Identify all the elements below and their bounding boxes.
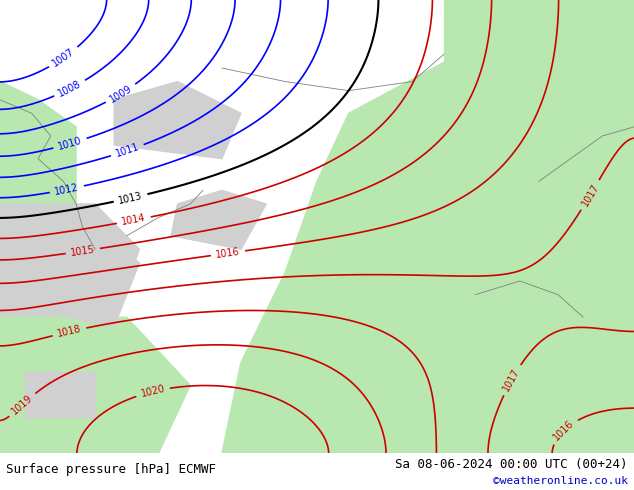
Text: 1010: 1010 <box>57 135 83 152</box>
Text: Sa 08-06-2024 00:00 UTC (00+24): Sa 08-06-2024 00:00 UTC (00+24) <box>395 458 628 471</box>
Text: 1011: 1011 <box>114 142 141 159</box>
Text: 1019: 1019 <box>10 393 35 417</box>
Text: 1007: 1007 <box>51 47 77 69</box>
Text: 1017: 1017 <box>501 367 522 393</box>
Polygon shape <box>0 82 76 204</box>
Text: 1012: 1012 <box>54 182 80 196</box>
Polygon shape <box>444 0 634 68</box>
Text: 1013: 1013 <box>117 191 144 206</box>
Polygon shape <box>19 218 139 326</box>
Text: Surface pressure [hPa] ECMWF: Surface pressure [hPa] ECMWF <box>6 463 216 476</box>
Polygon shape <box>222 46 634 453</box>
Text: 1014: 1014 <box>121 213 147 227</box>
Text: 1015: 1015 <box>70 244 96 258</box>
Text: 1017: 1017 <box>579 182 601 208</box>
Text: 1008: 1008 <box>56 78 83 98</box>
Text: 1016: 1016 <box>215 246 241 260</box>
Text: 1009: 1009 <box>108 83 134 104</box>
Polygon shape <box>0 318 190 453</box>
Text: 1016: 1016 <box>552 418 576 442</box>
Polygon shape <box>171 191 266 249</box>
Text: ©weatheronline.co.uk: ©weatheronline.co.uk <box>493 476 628 486</box>
Text: 1020: 1020 <box>139 384 166 399</box>
Polygon shape <box>0 204 139 318</box>
Polygon shape <box>114 82 241 159</box>
Polygon shape <box>25 371 95 417</box>
Text: 1018: 1018 <box>56 324 82 340</box>
